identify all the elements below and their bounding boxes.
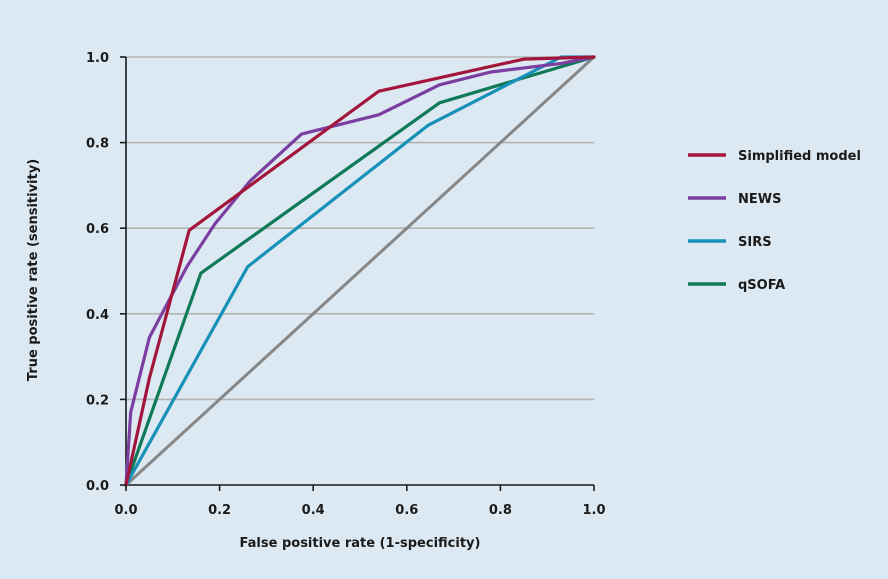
x-tick-label-2: 0.4 [302, 503, 325, 518]
reference-diagonal-line [124, 55, 596, 487]
legend: Simplified model NEWS SIRS qSOFA [688, 149, 861, 293]
series-line-news [124, 55, 596, 487]
x-tick-label-3: 0.6 [395, 503, 418, 518]
y-axis-title: True positive rate (sensitivity) [26, 159, 41, 381]
x-tick-label-0: 0.0 [114, 503, 137, 518]
axes [125, 57, 594, 486]
y-tick-label-3: 0.6 [86, 222, 109, 237]
tick-labels: 0.0 0.2 0.4 0.6 0.8 1.0 0.0 0.2 0.4 0.6 0.8 1.0 [86, 51, 606, 518]
y-tick-label-0: 0.0 [86, 479, 109, 494]
x-tick-label-5: 1.0 [582, 503, 605, 518]
legend-label-news: NEWS [738, 192, 781, 207]
series-line-simplified-model [124, 55, 596, 487]
legend-label-simplified-model: Simplified model [738, 149, 861, 164]
legend-label-sirs: SIRS [738, 235, 772, 250]
y-tick-label-1: 0.2 [86, 393, 109, 408]
grid-lines [126, 56, 594, 401]
x-tick-label-1: 0.2 [208, 503, 231, 518]
y-tick-label-4: 0.8 [86, 137, 109, 152]
x-axis-title: False positive rate (1-specificity) [240, 536, 481, 551]
series-lines [124, 55, 596, 487]
y-tick-label-2: 0.4 [86, 308, 109, 323]
legend-label-qsofa: qSOFA [738, 278, 785, 293]
y-tick-label-5: 1.0 [86, 51, 109, 66]
x-tick-label-4: 0.8 [489, 503, 512, 518]
